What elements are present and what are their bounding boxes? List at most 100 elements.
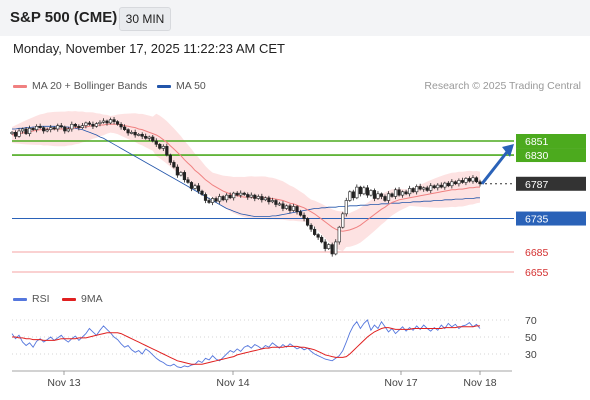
- candle-body: [295, 206, 299, 213]
- candle-body: [362, 187, 366, 195]
- candle-body: [397, 189, 401, 196]
- rsi-ma-line: [12, 325, 480, 365]
- candle-body: [334, 241, 338, 255]
- candle-body: [253, 194, 257, 199]
- datetime-label: Monday, November 17, 2025 11:22:23 AM CE…: [13, 41, 285, 56]
- candle-body: [281, 203, 285, 209]
- candle-body: [73, 123, 77, 127]
- candle-body: [77, 125, 81, 128]
- candle-body: [418, 186, 422, 190]
- candle-body: [10, 132, 14, 134]
- legend-ma20: MA 20 + Bollinger Bands: [13, 80, 147, 92]
- candle-body: [256, 196, 260, 199]
- candle-body: [119, 123, 123, 128]
- candle-body: [302, 214, 306, 219]
- candle-body: [453, 181, 457, 185]
- ma50-label: MA 50: [176, 80, 206, 92]
- page-title: S&P 500 (CME): [10, 9, 118, 26]
- candle-body: [133, 132, 137, 136]
- rsi-tick-label: 70: [525, 315, 537, 327]
- candle-body: [203, 194, 208, 201]
- candle-body: [189, 182, 194, 189]
- legend-rsi-ma: 9MA: [62, 293, 103, 305]
- candle-body: [87, 122, 92, 125]
- candle-body: [108, 119, 113, 124]
- candle-body: [66, 128, 70, 132]
- candle-body: [210, 198, 215, 203]
- candle-body: [390, 193, 394, 197]
- x-axis-label: Nov 14: [216, 377, 249, 389]
- candle-body: [126, 129, 130, 134]
- candle-body: [38, 125, 42, 128]
- candle-body: [232, 192, 236, 199]
- candle-body: [225, 194, 229, 201]
- candle-body: [123, 126, 127, 130]
- level-box-6830: [516, 148, 586, 163]
- candle-body: [130, 132, 134, 134]
- candle-body: [358, 186, 362, 195]
- level-label-6655: 6655: [525, 267, 549, 279]
- level-label-6685: 6685: [525, 247, 549, 259]
- candle-body: [446, 182, 450, 187]
- bollinger-band: [12, 111, 480, 252]
- x-axis-label: Nov 13: [47, 377, 80, 389]
- candle-body: [422, 187, 426, 190]
- candle-body: [91, 123, 95, 127]
- candle-body: [147, 136, 151, 139]
- x-axis-label: Nov 17: [384, 377, 417, 389]
- candle-body: [186, 179, 190, 183]
- candle-body: [305, 218, 310, 226]
- candle-body: [327, 244, 331, 249]
- timeframe-button[interactable]: 30 MIN: [119, 7, 171, 31]
- candle-body: [411, 188, 415, 193]
- candle-body: [27, 128, 32, 134]
- level-label-6830: 6830: [525, 150, 549, 162]
- candle-body: [196, 185, 201, 192]
- candle-body: [35, 125, 39, 130]
- candle-body: [337, 226, 341, 243]
- candle-body: [235, 192, 239, 196]
- candle-body: [467, 178, 472, 182]
- level-box-6735: [516, 211, 586, 226]
- candle-body: [115, 121, 120, 125]
- candle-body: [84, 122, 88, 126]
- x-axis-label: Nov 18: [463, 377, 496, 389]
- candle-body: [49, 127, 53, 130]
- ma20-label: MA 20 + Bollinger Bands: [32, 80, 148, 92]
- candle-body: [351, 191, 355, 199]
- candle-body: [425, 187, 429, 191]
- candle-body: [309, 224, 313, 230]
- candle-body: [221, 196, 225, 201]
- candle-body: [404, 191, 408, 195]
- candle-body: [182, 172, 187, 181]
- candle-body: [140, 134, 144, 137]
- candle-body: [17, 130, 21, 137]
- legend-rsi: RSI: [13, 293, 50, 305]
- candle-body: [443, 182, 447, 188]
- candle-body: [393, 189, 398, 197]
- candle-body: [175, 166, 179, 176]
- candle-body: [98, 121, 102, 124]
- candle-body: [112, 119, 116, 122]
- candle-body: [214, 198, 218, 202]
- candle-body: [372, 190, 377, 199]
- candle-body: [386, 193, 391, 201]
- candle-body: [154, 140, 158, 145]
- candle-body: [249, 194, 253, 198]
- ma50-line: [12, 125, 480, 217]
- rsi-ma-label: 9MA: [81, 293, 103, 305]
- candle-body: [313, 228, 317, 235]
- candle-body: [105, 120, 109, 124]
- level-box-6851: [516, 134, 586, 148]
- candle-body: [59, 125, 63, 128]
- candle-body: [457, 180, 461, 185]
- candle-body: [260, 196, 264, 201]
- header-bar: S&P 500 (CME) 30 MIN: [0, 0, 590, 36]
- candle-body: [56, 125, 60, 130]
- candle-body: [450, 181, 454, 187]
- ma50-swatch: [157, 84, 171, 88]
- candle-body: [161, 146, 165, 149]
- candle-body: [172, 162, 176, 168]
- rsi-tick-label: 50: [525, 332, 537, 344]
